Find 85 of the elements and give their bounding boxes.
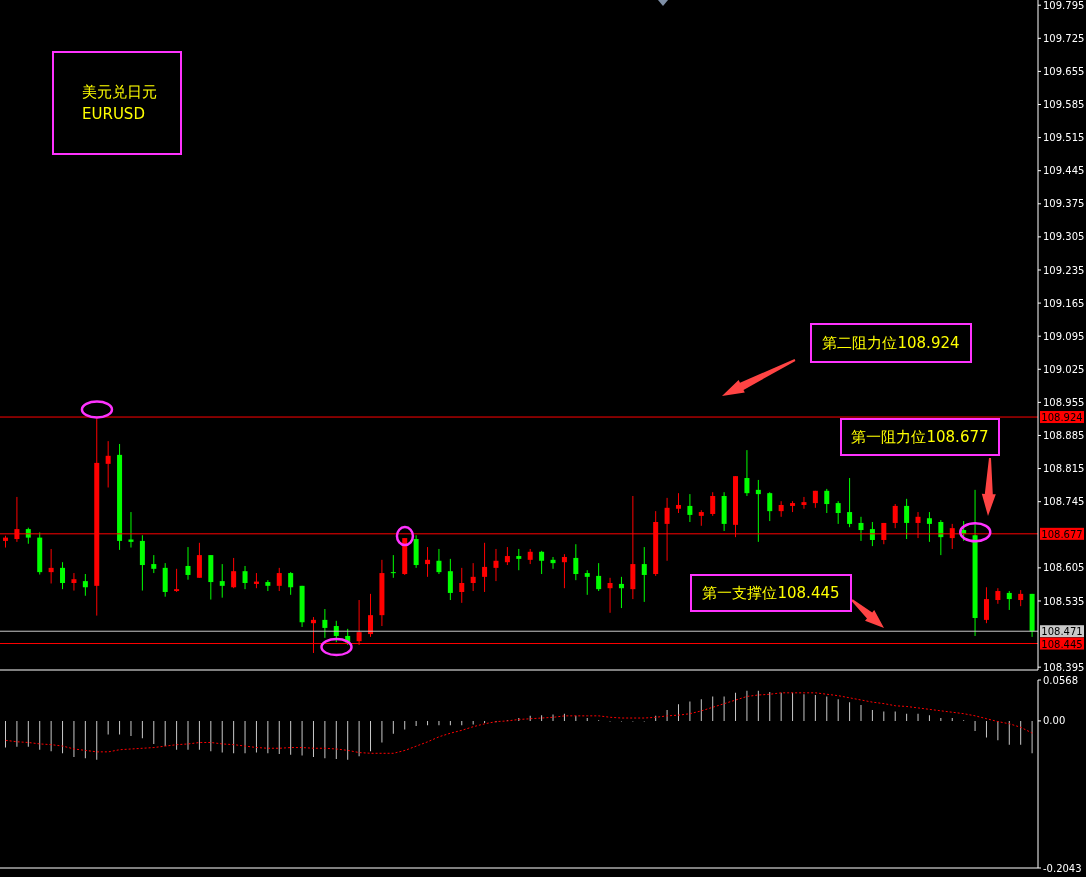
- y-tick-label: 108.535: [1043, 595, 1085, 607]
- y-tick-label: 0.00: [1043, 715, 1066, 727]
- candlestick: [71, 572, 77, 592]
- y-tick-label: 109.375: [1043, 198, 1085, 210]
- candlestick: [470, 562, 476, 592]
- candlestick: [561, 553, 567, 589]
- candlestick: [48, 548, 54, 584]
- y-tick-label: 109.655: [1043, 65, 1085, 77]
- candlestick: [242, 565, 248, 590]
- y-tick-label: 108.815: [1043, 463, 1085, 475]
- candlestick: [801, 496, 807, 510]
- ref-line-label: 108.471: [1041, 626, 1083, 638]
- annotation: 第二阻力位108.924: [810, 323, 972, 363]
- annotation: 第一支撑位108.445: [690, 574, 852, 612]
- candlestick: [858, 516, 864, 542]
- candlestick: [618, 576, 624, 609]
- candlestick: [539, 550, 545, 575]
- candlestick: [584, 569, 590, 596]
- candlestick: [231, 557, 237, 589]
- y-tick-label: 109.585: [1043, 99, 1085, 111]
- candlestick: [493, 548, 499, 582]
- candlestick: [1006, 590, 1012, 611]
- y-tick-label: 109.725: [1043, 32, 1085, 44]
- candlestick: [265, 579, 271, 592]
- candlestick: [926, 511, 932, 543]
- candlestick: [675, 492, 681, 514]
- candlestick: [276, 567, 282, 592]
- candlestick: [596, 562, 602, 592]
- y-tick-label: 109.795: [1043, 0, 1085, 11]
- candlestick: [174, 568, 180, 593]
- candlestick: [288, 571, 294, 596]
- candlestick: [459, 567, 465, 604]
- candlestick: [983, 586, 989, 624]
- candlestick: [904, 498, 910, 540]
- candlestick: [573, 543, 579, 581]
- annotation: 第一阻力位108.677: [840, 418, 1000, 456]
- candlestick: [82, 573, 88, 597]
- candlestick: [710, 491, 716, 517]
- y-tick-label: 109.025: [1043, 363, 1085, 375]
- candlestick: [105, 440, 111, 488]
- candlestick: [847, 477, 853, 528]
- candlestick: [767, 491, 773, 522]
- line-series: [5, 692, 1033, 754]
- candlestick: [482, 542, 488, 593]
- y-tick-label: 109.165: [1043, 297, 1085, 309]
- candlestick: [425, 546, 431, 578]
- ref-line-label: 108.924: [1041, 412, 1083, 424]
- ref-line-label: 108.445: [1041, 638, 1083, 650]
- candlestick: [516, 548, 522, 571]
- y-tick-label: 0.0568: [1043, 674, 1078, 686]
- candlestick: [778, 500, 784, 518]
- ref-line-label: 108.677: [1041, 528, 1083, 540]
- candlestick: [892, 503, 898, 529]
- candlestick: [60, 561, 66, 590]
- candlestick: [687, 493, 693, 523]
- candlestick: [938, 519, 944, 556]
- candlestick: [824, 488, 830, 514]
- candlestick: [744, 449, 750, 497]
- y-tick-label: 109.095: [1043, 330, 1085, 342]
- candlestick: [436, 548, 442, 575]
- y-tick-label: 109.445: [1043, 165, 1085, 177]
- y-tick-label: 108.955: [1043, 396, 1085, 408]
- y-tick-label: 109.515: [1043, 132, 1085, 144]
- candlestick: [641, 546, 647, 603]
- y-tick-label: 108.395: [1043, 661, 1085, 673]
- candlestick: [607, 577, 613, 614]
- y-tick-label: 109.235: [1043, 264, 1085, 276]
- text: 美元兑日元: [82, 82, 157, 103]
- candlestick: [869, 521, 875, 547]
- candlestick: [368, 593, 374, 638]
- candlestick: [196, 542, 202, 579]
- candlestick: [128, 511, 134, 549]
- candlestick: [219, 563, 225, 599]
- y-tick-label: 108.885: [1043, 430, 1085, 442]
- candlestick: [447, 558, 453, 601]
- y-tick-label: 108.745: [1043, 496, 1085, 508]
- y-tick-label: 108.605: [1043, 562, 1085, 574]
- candlestick: [835, 500, 841, 525]
- y-tick-label: -0.2043: [1043, 862, 1082, 874]
- candlestick: [322, 608, 328, 639]
- text: EURUSD: [82, 104, 146, 125]
- y-tick-label: 109.305: [1043, 231, 1085, 243]
- candlestick: [185, 546, 191, 581]
- candlestick: [390, 554, 396, 579]
- candlestick: [755, 479, 761, 543]
